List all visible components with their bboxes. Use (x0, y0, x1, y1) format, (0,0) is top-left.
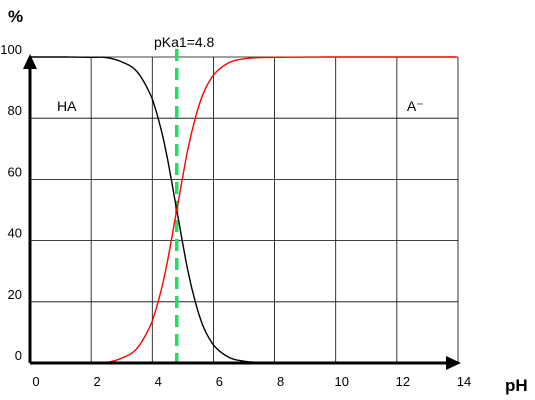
x-tick-label: 2 (94, 374, 101, 389)
species-label: HA (57, 98, 77, 114)
y-tick-label: 0 (15, 348, 22, 363)
y-tick-label: 20 (8, 287, 22, 302)
x-tick-label: 4 (155, 374, 162, 389)
x-axis-arrow (446, 356, 461, 370)
x-tick-label: 12 (396, 374, 410, 389)
y-tick-label: 80 (8, 103, 22, 118)
x-tick-label: 14 (457, 374, 471, 389)
y-tick-label: 40 (8, 226, 22, 241)
axes (23, 54, 461, 370)
x-tick-label: 10 (334, 374, 348, 389)
y-tick-label: 60 (8, 164, 22, 179)
series-line-a-minus (30, 56, 457, 364)
x-tick-label: 8 (277, 374, 284, 389)
grid-lines (30, 56, 459, 363)
tick-labels: 0 2 4 6 8 10 12 14 0 20 40 60 80 100 (0, 42, 471, 389)
y-tick-label: 100 (0, 42, 22, 57)
y-axis-arrow (23, 54, 37, 69)
annotations: HA A⁻ (57, 98, 424, 114)
y-axis-title: % (8, 7, 23, 26)
x-tick-label: 6 (216, 374, 223, 389)
species-label: A⁻ (407, 98, 424, 114)
x-tick-label: 0 (32, 374, 39, 389)
series-line-ha (30, 56, 457, 364)
series-group (30, 56, 457, 364)
x-axis-title: pH (505, 376, 528, 395)
pka-marker-label: pKa1=4.8 (154, 34, 215, 50)
